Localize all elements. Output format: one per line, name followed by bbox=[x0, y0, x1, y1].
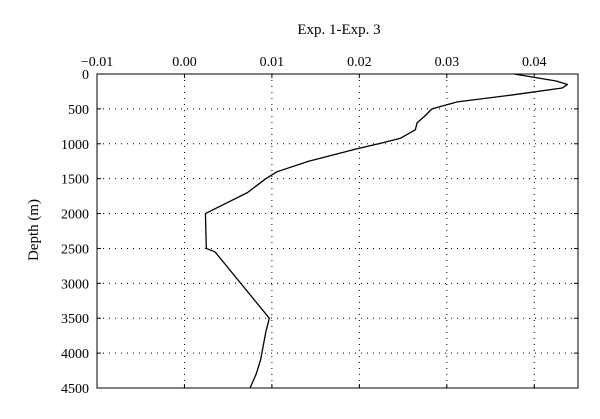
x-tick-label: 0.04 bbox=[522, 55, 547, 70]
y-tick-label: 4500 bbox=[61, 382, 89, 397]
x-tick-label: 0.03 bbox=[435, 55, 460, 70]
x-tick-labels: −0.01 0.00 0.01 0.02 0.03 0.04 bbox=[81, 55, 547, 70]
x-tick-label: 0.01 bbox=[260, 55, 285, 70]
y-tick-label: 4000 bbox=[61, 347, 89, 362]
grid-lines bbox=[97, 74, 578, 388]
series-layer bbox=[204, 73, 569, 389]
series-line bbox=[204, 73, 569, 389]
y-tick-label: 1000 bbox=[61, 138, 89, 153]
y-tick-label: 3500 bbox=[61, 312, 89, 327]
y-tick-label: 500 bbox=[68, 103, 89, 118]
y-tick-label: 2500 bbox=[61, 242, 89, 257]
y-tick-label: 0 bbox=[82, 68, 89, 83]
y-tick-labels: 0 500 1000 1500 2000 2500 3000 3500 4000 4500 bbox=[61, 68, 89, 397]
y-axis-title: Depth (m) bbox=[26, 199, 42, 261]
axis-ticks bbox=[96, 73, 578, 389]
x-tick-label: 0.02 bbox=[347, 55, 372, 70]
plot-frame bbox=[96, 73, 579, 389]
x-tick-label: 0.00 bbox=[172, 55, 197, 70]
y-tick-label: 2000 bbox=[61, 208, 89, 223]
y-tick-label: 1500 bbox=[61, 173, 89, 188]
x-axis-title: Exp. 1-Exp. 3 bbox=[297, 22, 380, 38]
y-tick-label: 3000 bbox=[61, 277, 89, 292]
x-tick-label: −0.01 bbox=[81, 55, 113, 70]
